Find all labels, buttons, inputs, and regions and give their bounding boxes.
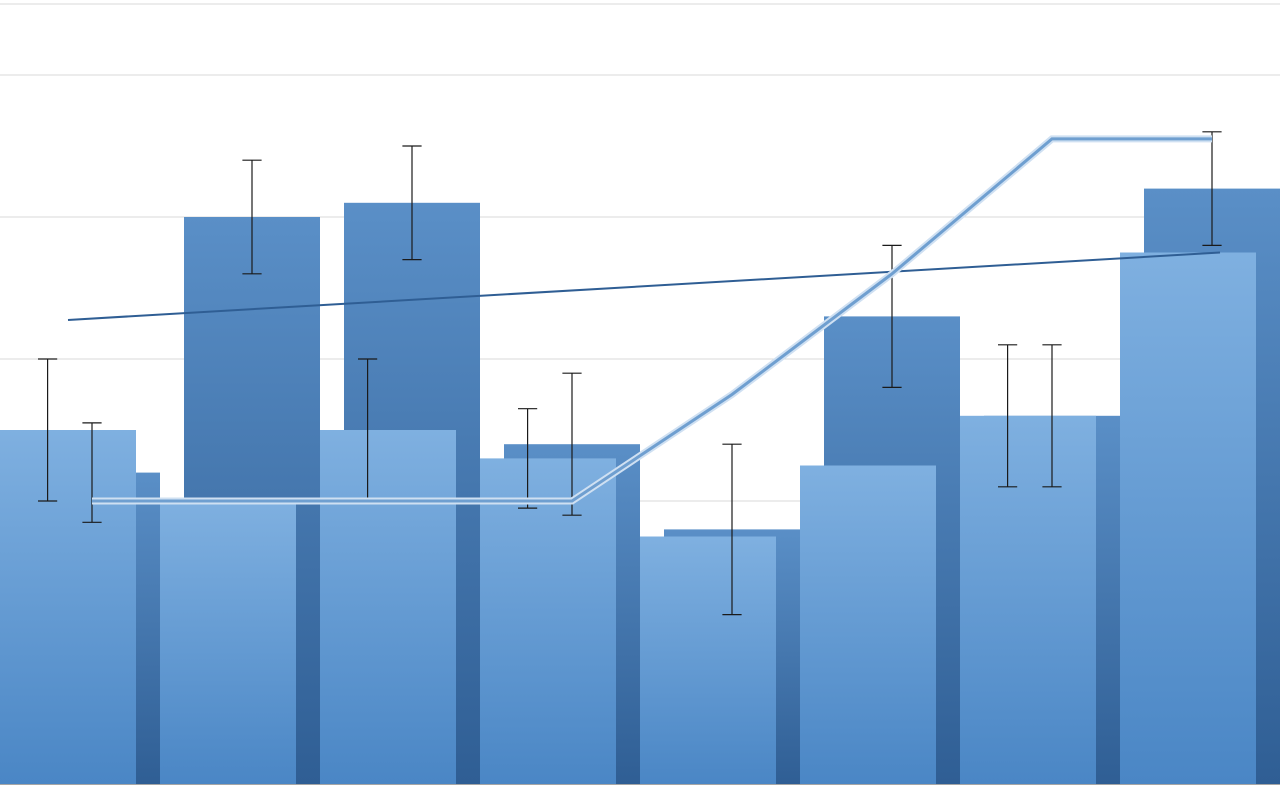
bar-front	[320, 430, 456, 785]
bar-front	[640, 537, 776, 785]
bar-front	[1120, 253, 1256, 785]
bar-front	[160, 501, 296, 785]
bar-front	[0, 430, 136, 785]
bar-front	[480, 458, 616, 785]
bar-line-combo-chart	[0, 0, 1280, 785]
chart-svg	[0, 0, 1280, 785]
bar-front	[800, 466, 936, 785]
bars	[0, 189, 1280, 785]
bar-front	[960, 416, 1096, 785]
